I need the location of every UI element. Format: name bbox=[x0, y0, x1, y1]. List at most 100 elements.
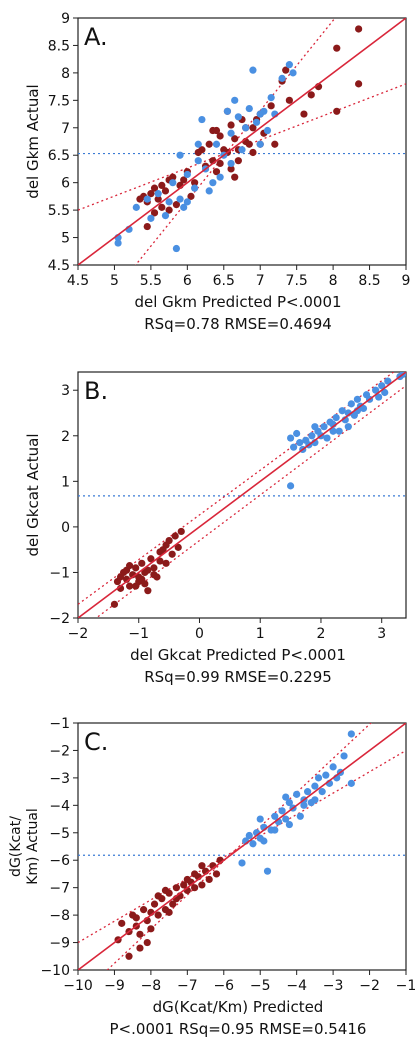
data-point bbox=[136, 930, 144, 938]
y-tick-label: 6 bbox=[61, 176, 70, 192]
data-point bbox=[183, 198, 191, 206]
data-point bbox=[169, 179, 177, 187]
x-tick-label: 0 bbox=[195, 626, 204, 642]
x-tick-label: 8.5 bbox=[358, 273, 380, 289]
y-tick-label: 8 bbox=[61, 66, 70, 82]
data-point bbox=[198, 115, 206, 124]
data-point bbox=[191, 884, 199, 892]
y-axis: −10 −9 −8 −7 −6 −5 −4 −3 −2 −1 bbox=[40, 716, 78, 979]
confidence-upper-line bbox=[106, 723, 372, 970]
stats-label: RSq=0.99 RMSE=0.2295 bbox=[144, 668, 332, 686]
data-point bbox=[194, 140, 202, 148]
data-point bbox=[169, 900, 177, 908]
data-point bbox=[161, 187, 170, 195]
data-point bbox=[311, 423, 319, 431]
data-point bbox=[198, 862, 206, 870]
data-point bbox=[154, 911, 162, 919]
x-tick-label: −9 bbox=[104, 978, 125, 994]
data-point bbox=[249, 124, 257, 132]
y-tick-label: −4 bbox=[49, 798, 70, 814]
data-point bbox=[126, 562, 134, 570]
data-point bbox=[384, 377, 392, 385]
data-point bbox=[245, 140, 253, 148]
data-point bbox=[194, 157, 202, 165]
x-tick-label: 1 bbox=[256, 626, 265, 642]
data-point bbox=[143, 222, 151, 231]
data-point bbox=[378, 382, 386, 390]
data-point bbox=[191, 179, 199, 187]
data-point bbox=[143, 938, 151, 947]
data-point bbox=[162, 541, 170, 549]
series-2 bbox=[238, 730, 355, 875]
data-point bbox=[143, 195, 151, 203]
data-point bbox=[138, 575, 146, 583]
data-point bbox=[320, 423, 328, 431]
data-point bbox=[355, 80, 363, 88]
data-point bbox=[271, 140, 279, 148]
data-point bbox=[260, 107, 268, 115]
stats-label: RSq=0.78 RMSE=0.4694 bbox=[144, 315, 332, 333]
x-tick-label: −5 bbox=[250, 978, 271, 994]
data-point bbox=[311, 796, 319, 804]
x-axis: 4.5 5 5.5 6 6.5 7 7.5 8 8.5 9 bbox=[67, 265, 410, 289]
data-point bbox=[344, 423, 352, 431]
data-point bbox=[169, 173, 177, 181]
data-point bbox=[172, 884, 180, 892]
data-point bbox=[282, 793, 290, 801]
series-2 bbox=[114, 61, 297, 253]
data-point bbox=[285, 61, 293, 69]
data-point bbox=[150, 564, 158, 572]
data-point bbox=[293, 790, 301, 798]
data-point bbox=[191, 184, 199, 192]
y-tick-label: −10 bbox=[40, 963, 70, 979]
data-point bbox=[234, 113, 242, 121]
data-point bbox=[314, 774, 323, 782]
data-point bbox=[355, 25, 363, 33]
data-point bbox=[271, 826, 279, 834]
x-tick-label: 7.5 bbox=[286, 273, 308, 289]
data-point bbox=[249, 840, 257, 848]
plot-frame bbox=[77, 722, 407, 971]
data-point bbox=[144, 566, 152, 574]
data-point bbox=[227, 121, 235, 129]
y-tick-label: 6.5 bbox=[48, 148, 70, 164]
y-tick-label: 4.5 bbox=[48, 258, 70, 274]
y-tick-label: 3 bbox=[61, 383, 70, 399]
data-point bbox=[271, 812, 279, 820]
data-point bbox=[245, 831, 253, 840]
data-point bbox=[154, 195, 162, 203]
data-point bbox=[260, 837, 268, 845]
x-tick-label: −1 bbox=[396, 978, 415, 994]
data-point bbox=[231, 173, 239, 181]
data-point bbox=[209, 126, 217, 135]
y-tick-label: 5.5 bbox=[48, 203, 70, 219]
data-point bbox=[140, 906, 148, 914]
y-tick-label: 7 bbox=[61, 121, 70, 137]
data-point bbox=[289, 69, 297, 77]
data-point bbox=[116, 573, 125, 581]
data-point bbox=[156, 557, 164, 565]
x-tick-label: −10 bbox=[63, 978, 93, 994]
y-tick-label: 2 bbox=[61, 429, 70, 445]
data-point bbox=[180, 203, 188, 211]
x-axis-label: dG(Kcat/Km) Predicted bbox=[153, 998, 324, 1016]
y-tick-label: −5 bbox=[49, 826, 70, 842]
y-tick-label: −8 bbox=[49, 908, 70, 924]
data-point bbox=[191, 870, 199, 878]
data-point bbox=[205, 140, 213, 148]
data-point bbox=[183, 875, 191, 884]
data-point bbox=[238, 146, 246, 154]
data-point bbox=[290, 443, 298, 451]
data-point bbox=[205, 875, 213, 884]
data-point bbox=[375, 393, 383, 401]
data-point bbox=[347, 730, 355, 738]
x-tick-label: 6 bbox=[183, 273, 192, 289]
data-point bbox=[249, 66, 257, 74]
data-point bbox=[147, 190, 155, 198]
data-point bbox=[278, 807, 286, 815]
data-point bbox=[347, 779, 355, 787]
data-point bbox=[172, 244, 180, 253]
data-point bbox=[304, 788, 312, 796]
panel-label: C. bbox=[84, 728, 108, 756]
